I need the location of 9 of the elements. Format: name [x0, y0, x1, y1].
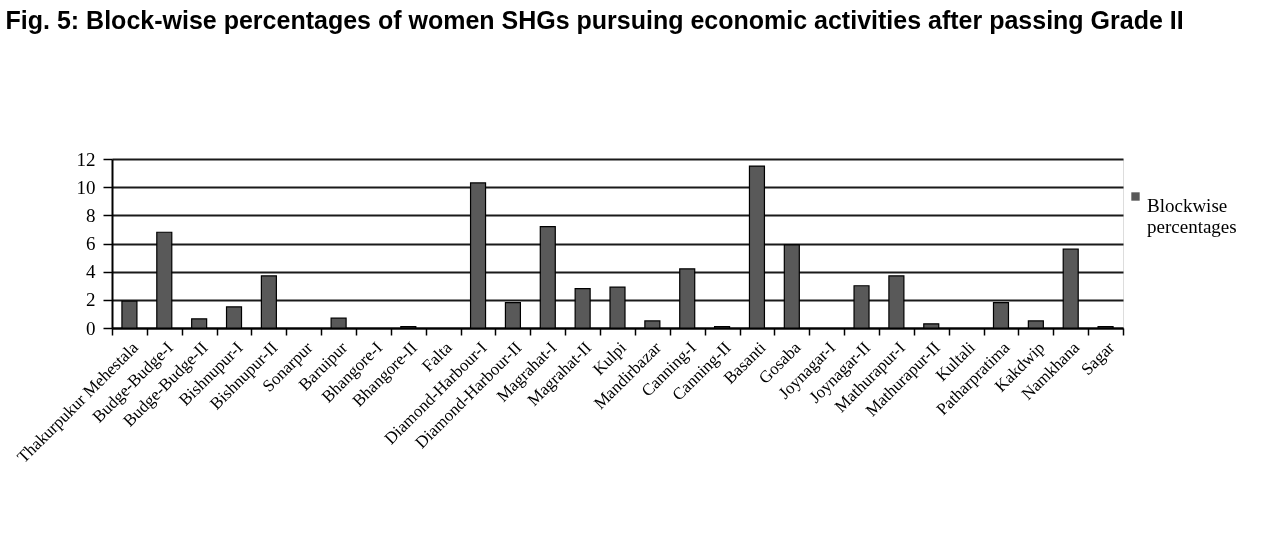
y-tick-label: 8: [86, 204, 96, 226]
legend-label: Blockwise percentages: [1147, 194, 1237, 237]
y-tick-label: 10: [76, 176, 96, 198]
y-tick-label: 12: [76, 148, 96, 170]
y-tick-label: 4: [86, 261, 96, 283]
y-tick-label: 6: [86, 233, 96, 254]
chart-title: Fig. 5: Block-wise percentages of women SHGs pursuing economic activities after passing Grade II: [5, 6, 1184, 34]
y-tick-label: 0: [86, 317, 96, 339]
y-tick-label: 2: [86, 289, 96, 311]
